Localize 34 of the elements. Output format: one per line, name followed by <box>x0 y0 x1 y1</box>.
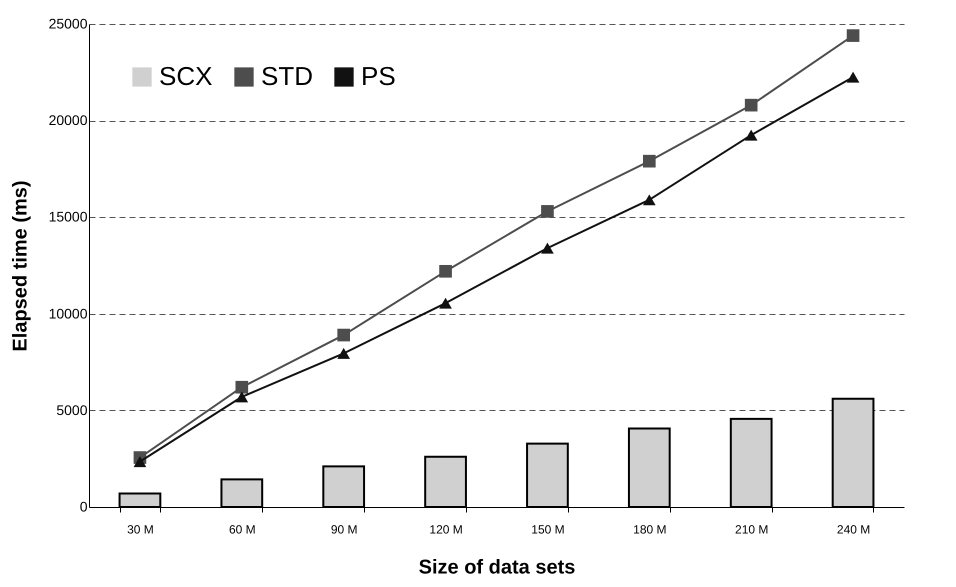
point <box>642 154 656 168</box>
x-tick-label: 90 M <box>330 522 358 536</box>
legend-label: STD <box>261 61 313 91</box>
x-tick-label: 240 M <box>836 522 870 536</box>
point <box>744 98 758 112</box>
point <box>744 130 758 141</box>
x-tick-label: 150 M <box>531 522 565 536</box>
y-axis-title: Elapsed time (ms) <box>10 180 32 352</box>
x-tick-label: 30 M <box>127 522 154 536</box>
y-tick-label: 20000 <box>48 112 88 128</box>
y-tick-label: 10000 <box>48 305 88 322</box>
point <box>439 264 452 278</box>
point <box>337 348 350 359</box>
point <box>541 205 554 218</box>
point <box>337 328 350 342</box>
x-tick-label: 210 M <box>735 522 768 536</box>
y-tick-label: 25000 <box>48 16 88 32</box>
legend-label: PS <box>361 61 396 91</box>
point <box>235 391 248 402</box>
x-axis-title: Size of data sets <box>418 556 576 578</box>
y-tick-label: 0 <box>80 498 88 514</box>
x-tick-label: 60 M <box>228 522 256 536</box>
x-tick-label: 180 M <box>633 522 666 536</box>
y-tick-label: 15000 <box>48 208 88 225</box>
point <box>439 298 452 309</box>
point <box>846 29 860 42</box>
y-tick-label: 5000 <box>56 402 88 418</box>
x-tick-label: 120 M <box>429 522 463 536</box>
point <box>134 456 146 468</box>
point <box>642 194 656 206</box>
legend-label: SCX <box>159 61 212 91</box>
point <box>235 380 248 394</box>
point <box>846 72 860 83</box>
point <box>541 242 554 254</box>
